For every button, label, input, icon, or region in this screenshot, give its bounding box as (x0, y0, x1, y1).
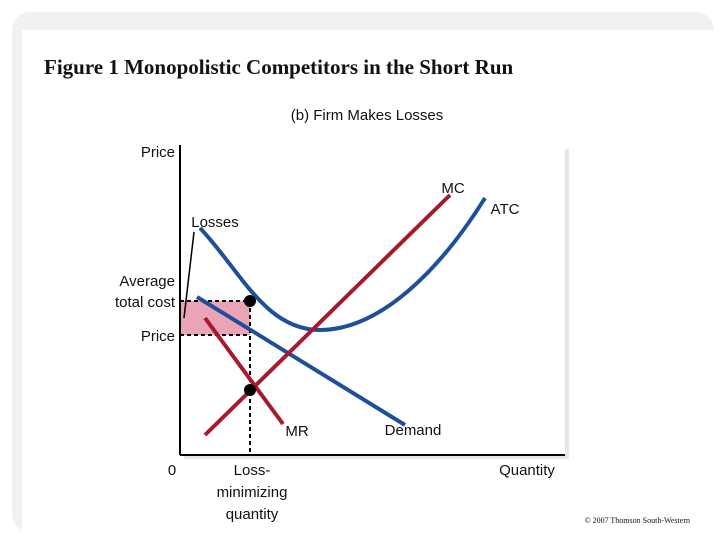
losses-leader (183, 231, 195, 319)
demand-curve (195, 295, 407, 427)
mr-curve (203, 316, 285, 426)
copyright: © 2007 Thomson South-Western (584, 516, 690, 525)
mc-label: MC (441, 180, 464, 197)
atc-curve (198, 196, 487, 333)
atc-label: ATC (491, 201, 520, 218)
quantity-marker-label: Loss- (234, 462, 271, 479)
origin-label: 0 (168, 462, 176, 479)
title: Figure 1 Monopolistic Competitors in the… (44, 55, 514, 79)
quantity-marker-label: minimizing (217, 484, 288, 501)
atc-marker-label: total cost (115, 294, 176, 311)
demand-label: Demand (385, 422, 442, 439)
price-marker-label: Price (141, 328, 175, 345)
mr-label: MR (285, 423, 308, 440)
y-axis-label: Price (141, 144, 175, 161)
subtitle: (b) Firm Makes Losses (291, 107, 444, 124)
atc-marker-label: Average (119, 273, 175, 290)
losses-label: Losses (191, 214, 239, 231)
quantity-marker-label: quantity (226, 506, 279, 523)
mc-curve (203, 193, 452, 437)
atc-point (244, 295, 256, 307)
mc-mr-point (244, 384, 256, 396)
x-axis-label: Quantity (499, 462, 555, 479)
